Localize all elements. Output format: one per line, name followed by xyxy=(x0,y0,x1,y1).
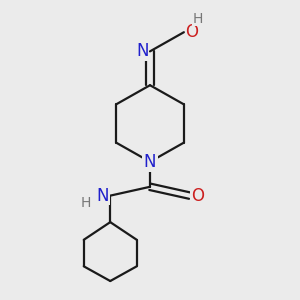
Text: O: O xyxy=(191,187,204,205)
Text: N: N xyxy=(96,187,109,205)
Text: H: H xyxy=(193,12,203,26)
Text: O: O xyxy=(185,23,198,41)
Text: N: N xyxy=(136,42,148,60)
Text: H: H xyxy=(81,196,91,210)
Text: N: N xyxy=(144,153,156,171)
